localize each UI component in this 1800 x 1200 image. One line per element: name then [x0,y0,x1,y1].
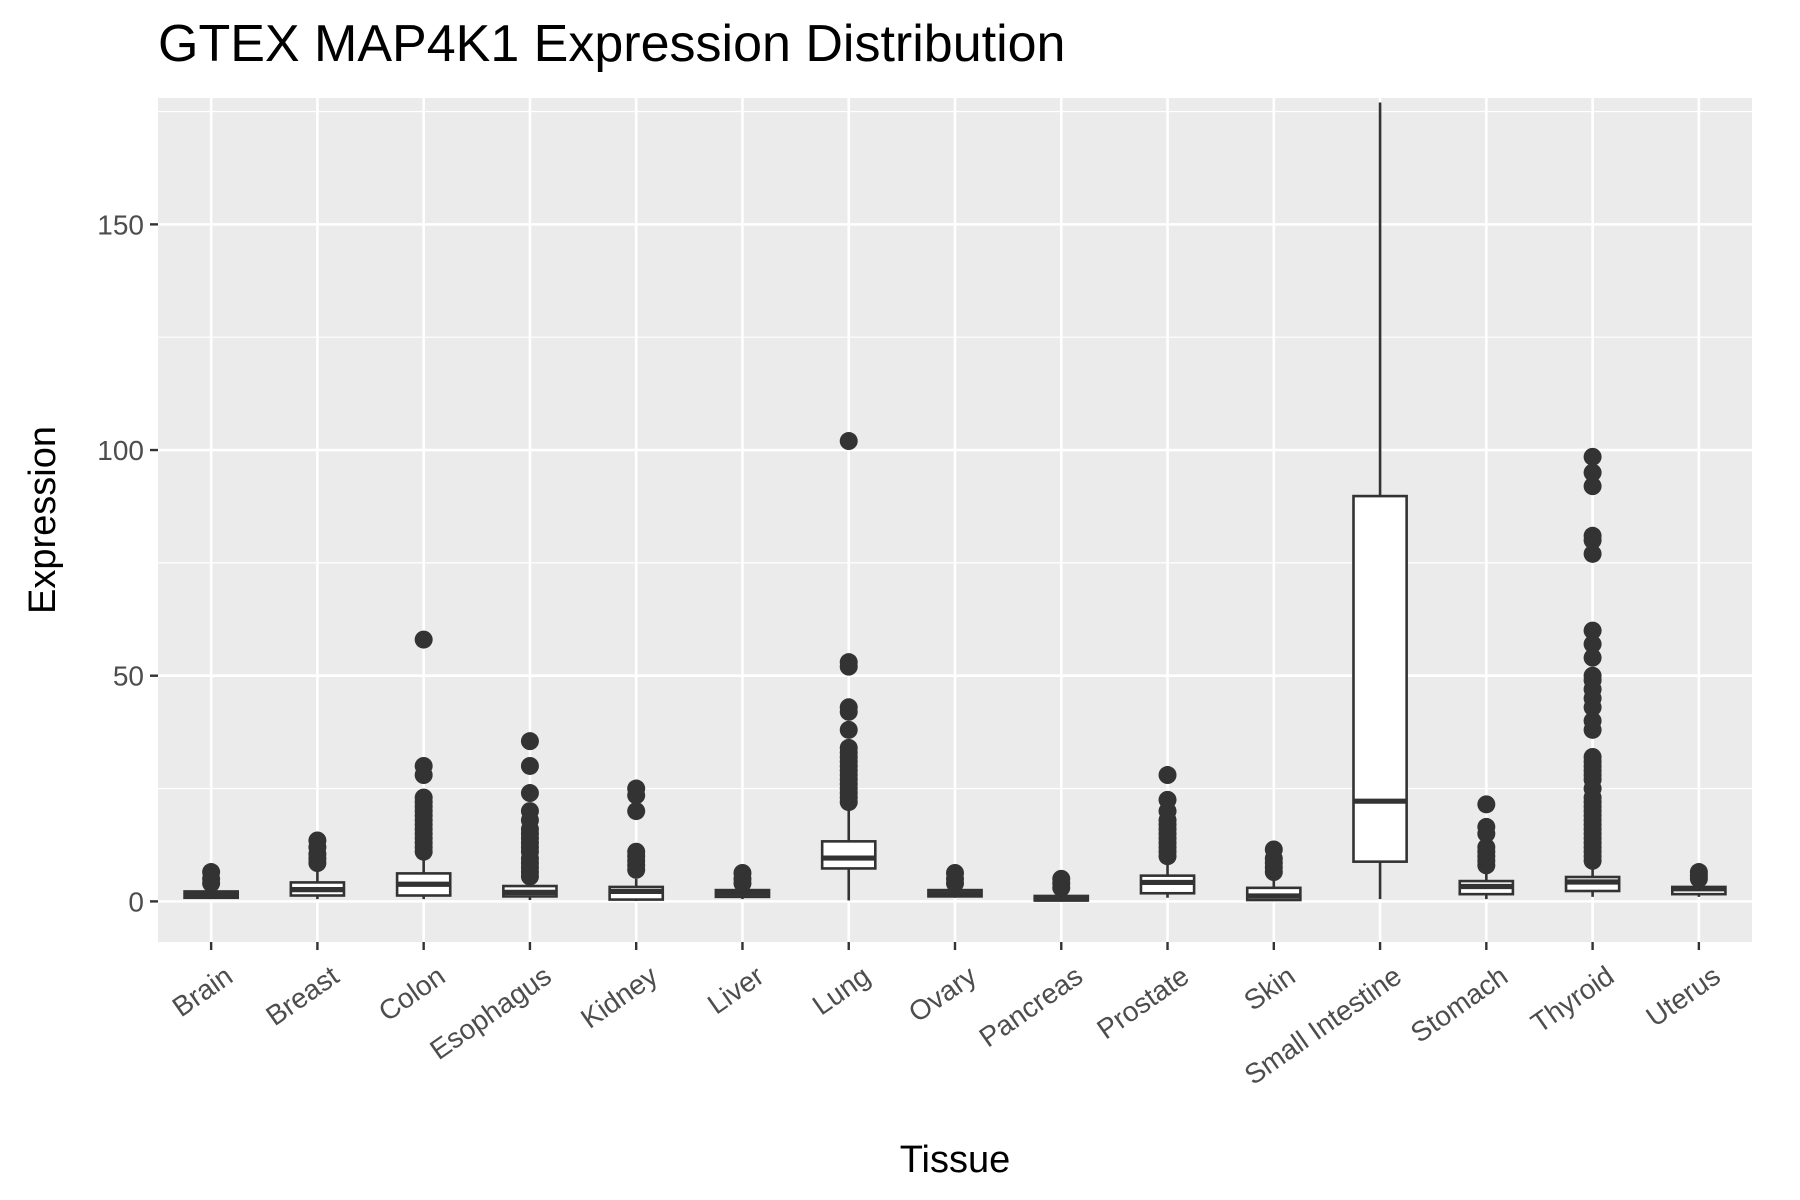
x-tick-label: Esophagus [424,960,557,1066]
box-skin [1245,840,1302,902]
outlier-point [1583,544,1602,563]
x-tick-label: Breast [260,960,344,1032]
outlier-point [627,842,646,861]
x-tick-label: Liver [702,960,770,1020]
x-tick-label: Uterus [1640,960,1725,1033]
outlier-point [1583,666,1602,685]
box-stomach [1458,795,1515,900]
x-axis-title: Tissue [900,1139,1011,1181]
x-tick-label: Pancreas [973,960,1088,1053]
outlier-point [839,738,858,757]
outlier-point [839,653,858,672]
y-tick-label: 0 [128,886,144,917]
x-tick-label: Prostate [1091,960,1194,1045]
outlier-point [414,630,433,649]
outlier-point [520,756,539,775]
x-tick-label: Kidney [575,960,663,1035]
outlier-point [1583,477,1602,496]
y-tick-label: 50 [113,661,144,692]
outlier-point [520,784,539,803]
outlier-point [1477,838,1496,857]
outlier-point [520,732,539,751]
y-tick-label: 100 [97,435,144,466]
outlier-point [839,698,858,717]
outlier-point [1583,526,1602,545]
x-tick-label: Colon [373,960,451,1027]
outlier-point [946,863,964,882]
outlier-point [1052,869,1071,888]
outlier-point [1583,463,1602,482]
x-tick-label: Brain [167,960,238,1023]
box-colon [395,630,452,900]
outlier-point [1477,795,1496,814]
box-brain [183,863,240,900]
outlier-point [1583,711,1602,730]
x-tick-label: Lung [807,960,876,1021]
x-tick-label: Stomach [1405,960,1513,1049]
iqr-box [1352,494,1408,863]
chart-title: GTEX MAP4K1 Expression Distribution [158,15,1066,73]
outlier-point [733,863,752,882]
outlier-point [1583,648,1602,667]
outlier-point [308,831,327,850]
box-thyroid [1564,447,1621,897]
box-esophagus [502,732,558,901]
outlier-point [1158,790,1177,809]
outlier-point [1264,840,1283,859]
box-liver [714,863,771,900]
outlier-point [1583,747,1602,766]
outlier-point [414,756,433,775]
outlier-point [1689,863,1708,882]
x-tick-label: Thyroid [1525,960,1619,1039]
outlier-point [1477,817,1496,836]
outlier-point [202,863,221,882]
outlier-point [1583,447,1602,466]
outlier-point [627,802,646,821]
y-tick-label: 150 [97,209,144,240]
box-breast [289,831,346,900]
outlier-point [1583,635,1602,654]
box-lung [820,432,877,901]
outlier-point [1158,766,1177,785]
outlier-point [839,432,858,451]
box-pancreas [1033,869,1090,902]
box-uterus [1671,863,1727,897]
outlier-point [839,720,858,739]
box-ovary [927,863,983,898]
outlier-point [520,802,539,821]
outlier-point [627,779,646,798]
outlier-point [414,788,433,807]
box-kidney [608,779,665,901]
iqr-box [820,840,877,870]
box-small-intestine [1352,102,1408,900]
x-tick-label: Ovary [903,960,982,1028]
y-axis-title: Expression [22,426,64,614]
outlier-point [1583,621,1602,640]
x-tick-label: Skin [1238,960,1300,1017]
box-prostate [1139,766,1196,898]
